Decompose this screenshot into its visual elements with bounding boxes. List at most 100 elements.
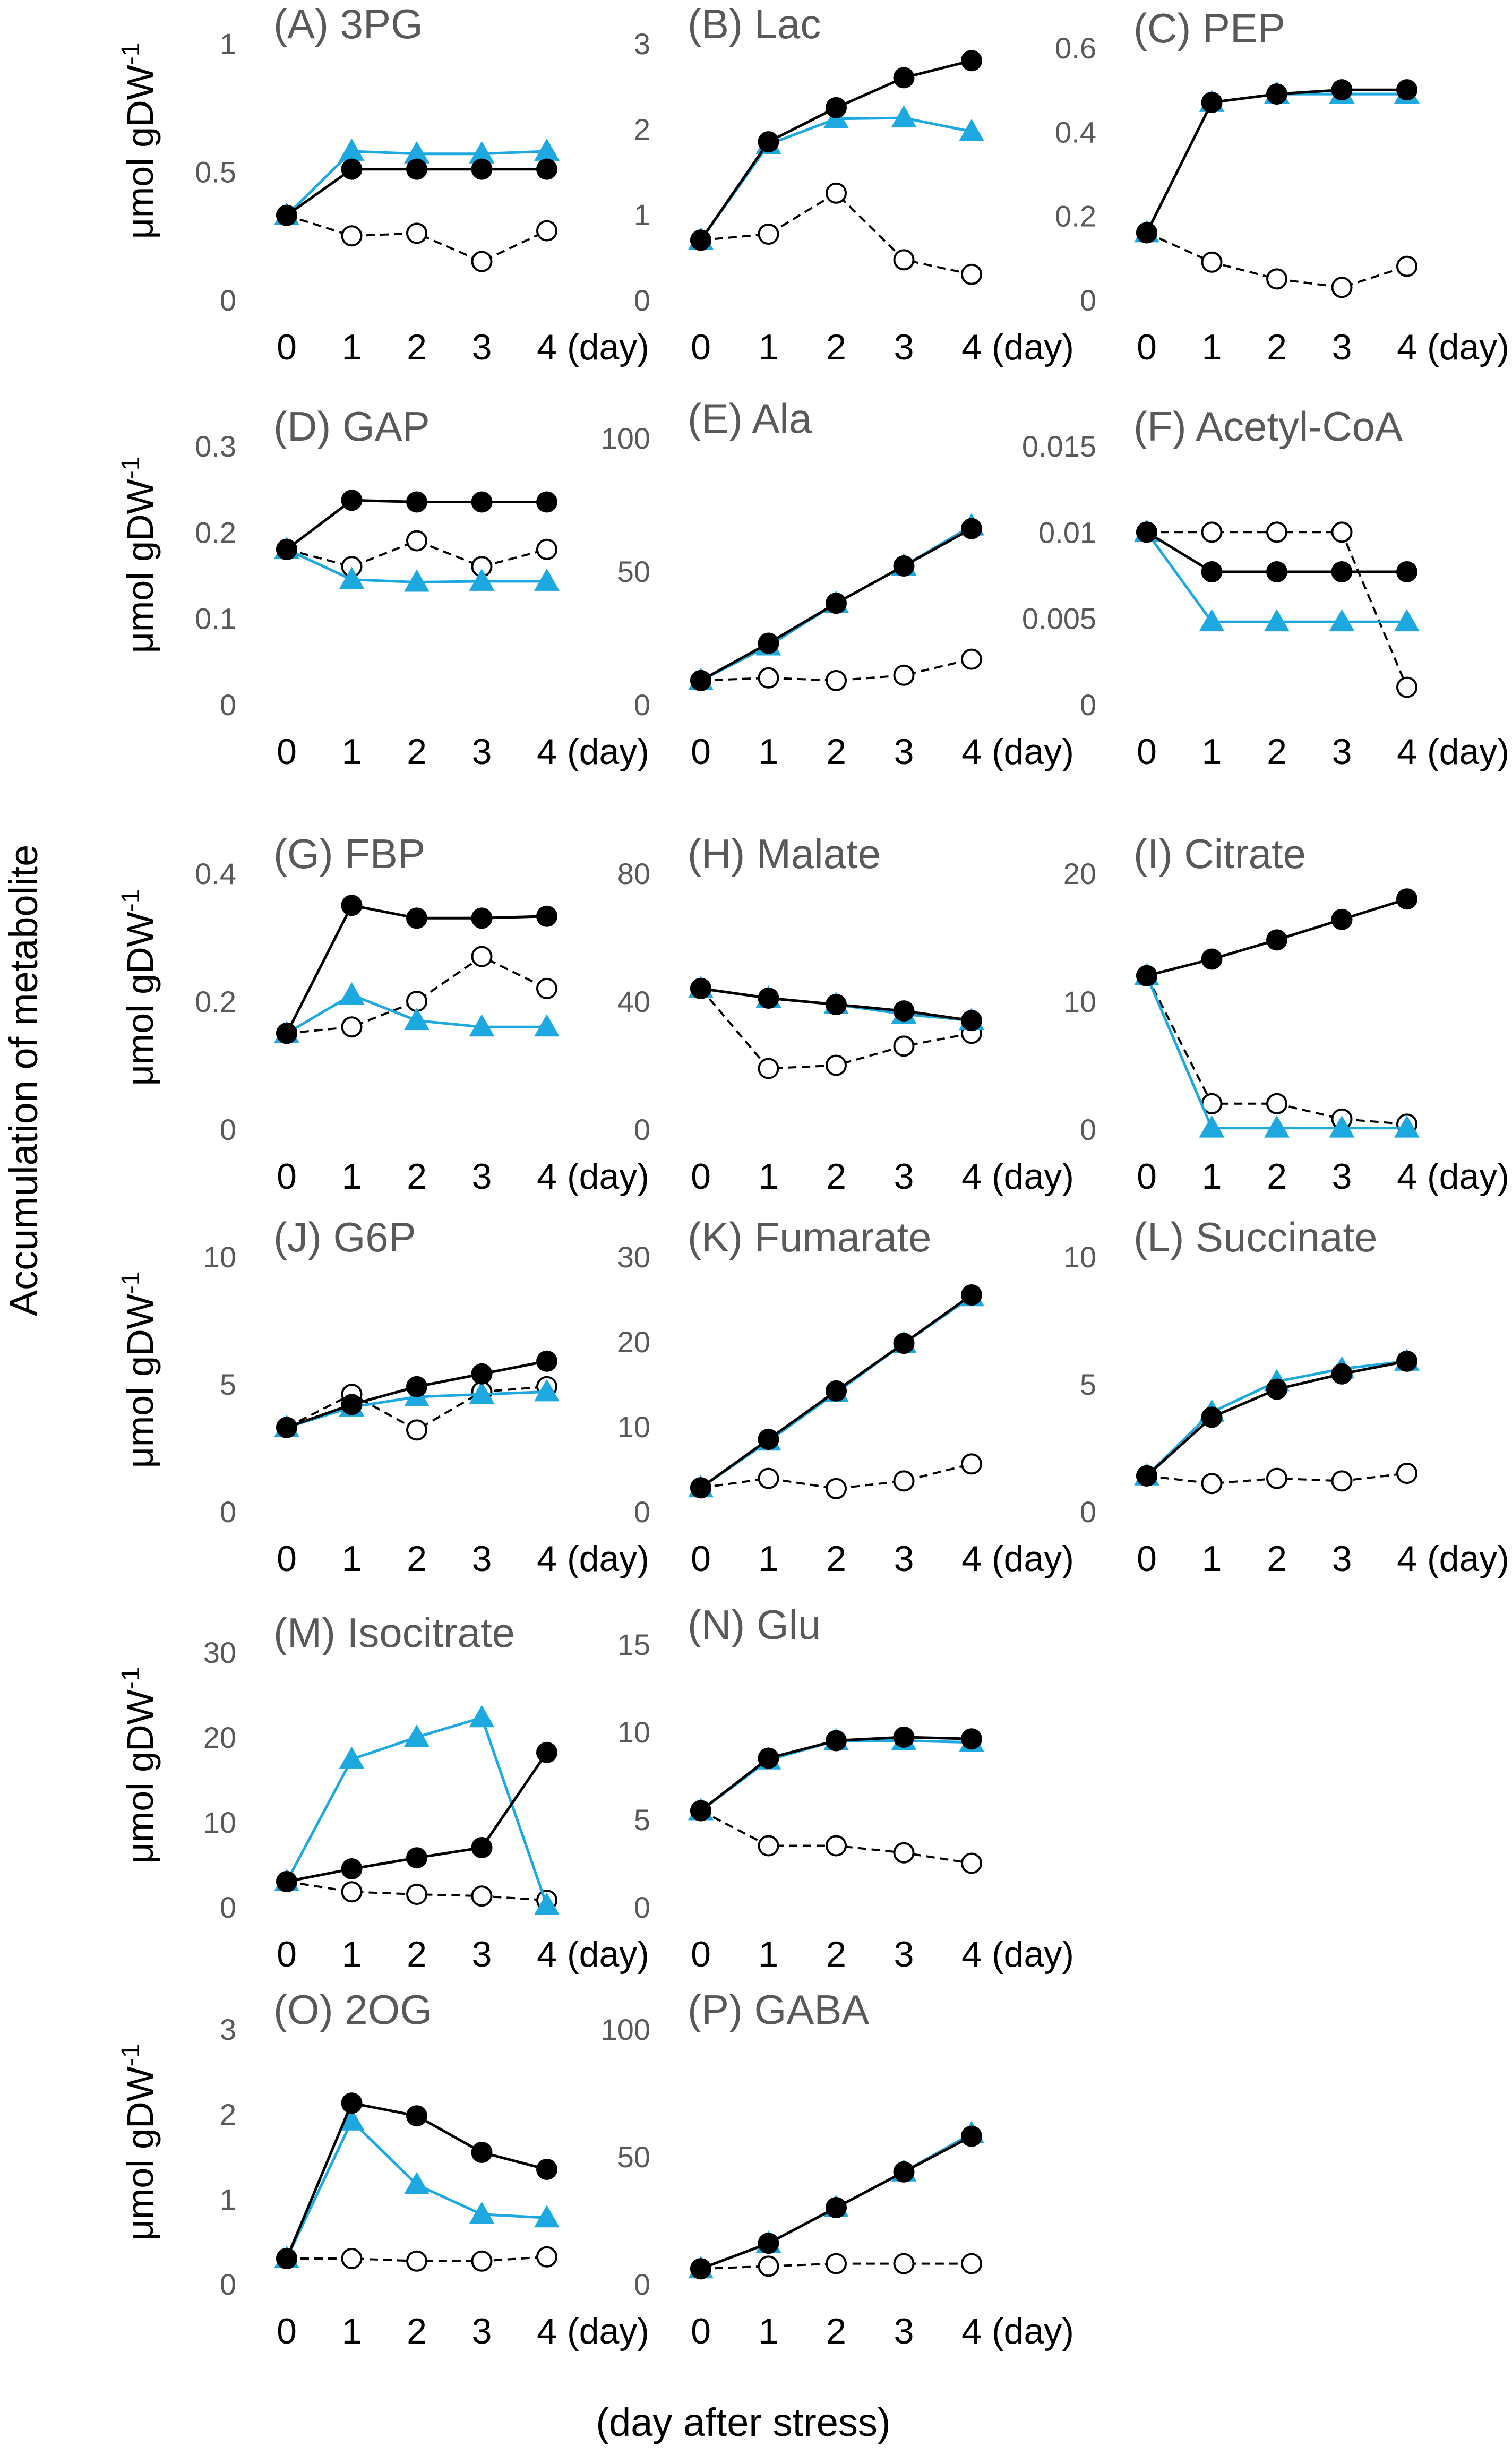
data-point bbox=[1396, 561, 1418, 583]
data-point bbox=[893, 1035, 915, 1057]
data-point bbox=[690, 1477, 711, 1499]
series-filled-circle bbox=[690, 1726, 982, 1822]
data-point bbox=[893, 67, 915, 89]
panel-title: (J) G6P bbox=[273, 1214, 416, 1260]
data-point bbox=[893, 1842, 915, 1864]
x-tick-label: 2 bbox=[407, 1539, 427, 1579]
data-point bbox=[1266, 1467, 1287, 1489]
data-point bbox=[893, 1470, 915, 1492]
y-tick-label: 0 bbox=[634, 1495, 650, 1529]
data-point bbox=[1264, 609, 1290, 632]
data-point bbox=[826, 1835, 847, 1857]
series-filled-circle bbox=[690, 50, 982, 251]
series-filled-circle bbox=[276, 2092, 557, 2269]
panel-title: (E) Ala bbox=[688, 395, 812, 442]
x-tick-label: 0 bbox=[691, 1156, 711, 1197]
y-tick-label: 0 bbox=[220, 688, 236, 722]
y-tick-label: 10 bbox=[1063, 1240, 1096, 1274]
panel-o: 0 1 2 3 (O) 2OG 0 1 2 3 4 (day) bbox=[220, 1986, 649, 2351]
y-tick-label: 10 bbox=[203, 1806, 236, 1839]
x-tick-label: 4 bbox=[1397, 732, 1417, 772]
series-open-circle bbox=[276, 204, 557, 272]
series-filled-circle bbox=[276, 1350, 557, 1438]
panel-b: 0 1 2 3 (B) Lac 0 1 2 3 4 (day) bbox=[634, 1, 1074, 367]
y-tick-label: 30 bbox=[617, 1240, 650, 1274]
data-point bbox=[826, 669, 847, 691]
data-point bbox=[758, 987, 779, 1009]
data-point bbox=[893, 555, 915, 577]
x-tick-label: 2 bbox=[1267, 1539, 1287, 1579]
y-tick-label: 100 bbox=[601, 2013, 650, 2046]
data-point bbox=[534, 2205, 560, 2228]
x-tick-label: 1 bbox=[759, 327, 779, 367]
data-point bbox=[758, 1467, 779, 1489]
data-point bbox=[690, 2258, 711, 2280]
data-point bbox=[404, 1008, 429, 1031]
data-point bbox=[1394, 609, 1420, 632]
y-tick-label: 40 bbox=[617, 985, 650, 1018]
x-tick-label: 4 bbox=[961, 1156, 982, 1197]
data-point bbox=[339, 1746, 365, 1769]
x-tick-label: 1 bbox=[1202, 1156, 1222, 1197]
y-tick-label: 1 bbox=[634, 198, 650, 231]
x-unit-label: (day) bbox=[992, 2311, 1074, 2351]
series-open-circle bbox=[690, 182, 982, 285]
panel-title: (I) Citrate bbox=[1133, 830, 1306, 877]
data-point bbox=[1331, 79, 1353, 101]
data-point bbox=[1396, 1350, 1418, 1372]
y-tick-label: 20 bbox=[1063, 857, 1096, 890]
data-point bbox=[1266, 561, 1287, 583]
x-tick-label: 1 bbox=[342, 1934, 362, 1975]
data-point bbox=[758, 1058, 779, 1079]
x-tick-label: 3 bbox=[1332, 1156, 1352, 1197]
data-point bbox=[534, 1892, 560, 1915]
x-tick-label: 0 bbox=[691, 1934, 711, 1975]
data-point bbox=[406, 1376, 427, 1397]
series-open-circle bbox=[690, 2253, 982, 2280]
data-point bbox=[536, 491, 557, 513]
x-unit-label: (day) bbox=[992, 732, 1074, 772]
day-after-stress-label: (day after stress) bbox=[596, 2400, 890, 2444]
y-tick-label: 0 bbox=[1080, 1495, 1096, 1529]
data-point bbox=[891, 105, 917, 128]
data-point bbox=[826, 182, 847, 204]
data-point bbox=[961, 1728, 982, 1750]
x-tick-label: 1 bbox=[759, 732, 779, 772]
data-point bbox=[961, 1284, 982, 1306]
x-tick-label: 3 bbox=[894, 327, 914, 367]
x-tick-label: 0 bbox=[277, 732, 297, 772]
x-unit-label: (day) bbox=[992, 1934, 1074, 1975]
data-point bbox=[276, 1871, 297, 1892]
panel-title: (H) Malate bbox=[688, 830, 881, 877]
x-tick-label: 0 bbox=[1137, 327, 1157, 367]
data-point bbox=[1201, 1406, 1223, 1428]
panel-m: 0 10 20 30 (M) Isocitrate 0 1 2 3 4 (day) bbox=[203, 1609, 649, 1975]
x-unit-label: (day) bbox=[567, 1539, 649, 1579]
y-tick-label: 1 bbox=[220, 27, 236, 61]
data-point bbox=[1199, 1115, 1225, 1138]
data-point bbox=[1266, 521, 1287, 543]
data-point bbox=[690, 669, 711, 691]
series-open-circle bbox=[690, 1800, 982, 1874]
x-tick-label: 0 bbox=[277, 1156, 297, 1197]
data-point bbox=[1331, 521, 1353, 543]
data-point bbox=[1329, 1115, 1355, 1138]
x-tick-label: 3 bbox=[472, 2311, 492, 2351]
row-ylabel: μmol gDW-1 bbox=[117, 1272, 161, 1469]
x-tick-label: 4 bbox=[1397, 1539, 1417, 1579]
y-tick-label: 0.6 bbox=[1055, 31, 1096, 65]
data-point bbox=[826, 1054, 847, 1076]
x-tick-label: 2 bbox=[826, 1539, 846, 1579]
data-point bbox=[341, 225, 363, 247]
series-open-circle bbox=[276, 1871, 557, 1911]
x-tick-label: 4 bbox=[537, 1539, 557, 1579]
data-point bbox=[471, 2250, 493, 2272]
data-point bbox=[1201, 561, 1223, 583]
series-filled-circle bbox=[1136, 521, 1418, 583]
series-line bbox=[699, 59, 972, 241]
x-tick-label: 0 bbox=[691, 2311, 711, 2351]
data-point bbox=[961, 1852, 982, 1874]
data-point bbox=[1266, 1378, 1287, 1400]
y-tick-label: 0.4 bbox=[195, 857, 236, 890]
data-point bbox=[1331, 1363, 1353, 1385]
